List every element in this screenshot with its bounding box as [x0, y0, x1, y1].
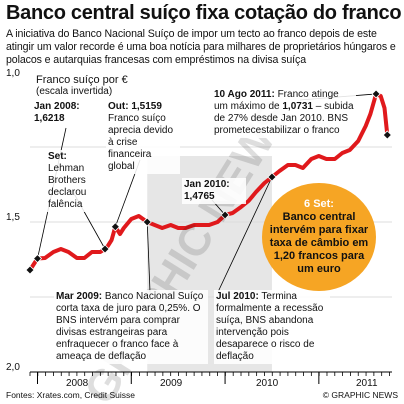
data-point-marker: [25, 265, 35, 275]
annotation-date: Mar 2009:: [56, 291, 103, 302]
annotation-text: Termina formalmente a recessão suíça, BN…: [216, 291, 324, 362]
annotation-value: 1,0731: [282, 101, 313, 112]
data-point-marker: [110, 222, 120, 232]
y-tick-label: 1,0: [6, 68, 20, 79]
x-year-label: 2009: [160, 378, 183, 389]
annotation-ago2011: 10 Ago 2011: Franco atinge um máximo de …: [212, 88, 356, 138]
x-year-label: 2010: [256, 378, 279, 389]
y-tick-label: 1,5: [6, 212, 20, 223]
leader-line: [146, 221, 151, 293]
data-point-marker: [371, 89, 381, 99]
annotation-value: 1,4765: [184, 191, 215, 202]
series-label-text: Franco suíço por €: [36, 74, 128, 86]
annotation-mar2009: Mar 2009: Banco Nacional Suíço corta tax…: [54, 290, 208, 364]
annotation-date: Jul 2010:: [216, 291, 259, 302]
annotation-text: Franco suíço aprecia devido à crise fina…: [108, 113, 174, 172]
callout-text: Banco central intervém para fixar taxa d…: [269, 211, 369, 275]
data-point-marker: [382, 130, 392, 140]
annotation-date: Jan 2010:: [184, 179, 230, 190]
annotation-jan2010: Jan 2010: 1,4765: [182, 178, 246, 204]
brand-credit: © GRAPHIC NEWS: [322, 390, 398, 400]
data-point-marker: [100, 244, 110, 254]
series-line: [28, 91, 390, 272]
data-point-marker: [267, 172, 277, 182]
page-title: Banco central suíço fixa cotação do fran…: [6, 2, 402, 24]
annotation-text: Banco Nacional Suíço corta taxa de juro …: [56, 291, 204, 362]
series-label-note: (escala invertida): [36, 86, 113, 97]
y-tick-label: 2,0: [6, 362, 20, 373]
callout-date: 6 Set:: [304, 198, 334, 210]
x-year-label: 2011: [356, 378, 378, 389]
leader-line: [217, 176, 273, 293]
annotation-text: Franco atinge um máximo de: [214, 89, 339, 112]
annotation-text: – subida de 27% desde Jan 2010. BNS prom…: [214, 101, 354, 136]
annotation-date: 10 Ago 2011:: [214, 89, 275, 100]
annotation-jul2010: Jul 2010: Termina formalmente a recessão…: [214, 290, 330, 364]
annotation-date: Jan 2008:: [34, 101, 80, 112]
annotation-date: Set:: [48, 151, 67, 162]
x-year-label: 2008: [66, 378, 89, 389]
annotation-out2008: Out: 1,5159 Franco suíço aprecia devido …: [106, 100, 180, 174]
annotation-text: Lehman Brothers declarou falência: [48, 163, 87, 210]
annotation-set2008: Set: Lehman Brothers declarou falência: [46, 150, 104, 212]
data-point-marker: [220, 210, 230, 220]
data-point-marker: [142, 217, 152, 227]
series-label: Franco suíço por € (escala invertida): [34, 74, 130, 98]
annotation-date: Out: 1,5159: [108, 101, 162, 112]
annotation-value: 1,6218: [34, 113, 65, 124]
page-subtitle: A iniciativa do Banco Nacional Suíço de …: [6, 28, 396, 66]
callout-bubble: 6 Set: Banco central intervém para fixar…: [262, 183, 376, 291]
source-credits: Fontes: Xrates.com, Credit Suisse: [6, 390, 135, 400]
data-point-marker: [32, 253, 43, 264]
annotation-jan2008: Jan 2008: 1,6218: [32, 100, 98, 126]
